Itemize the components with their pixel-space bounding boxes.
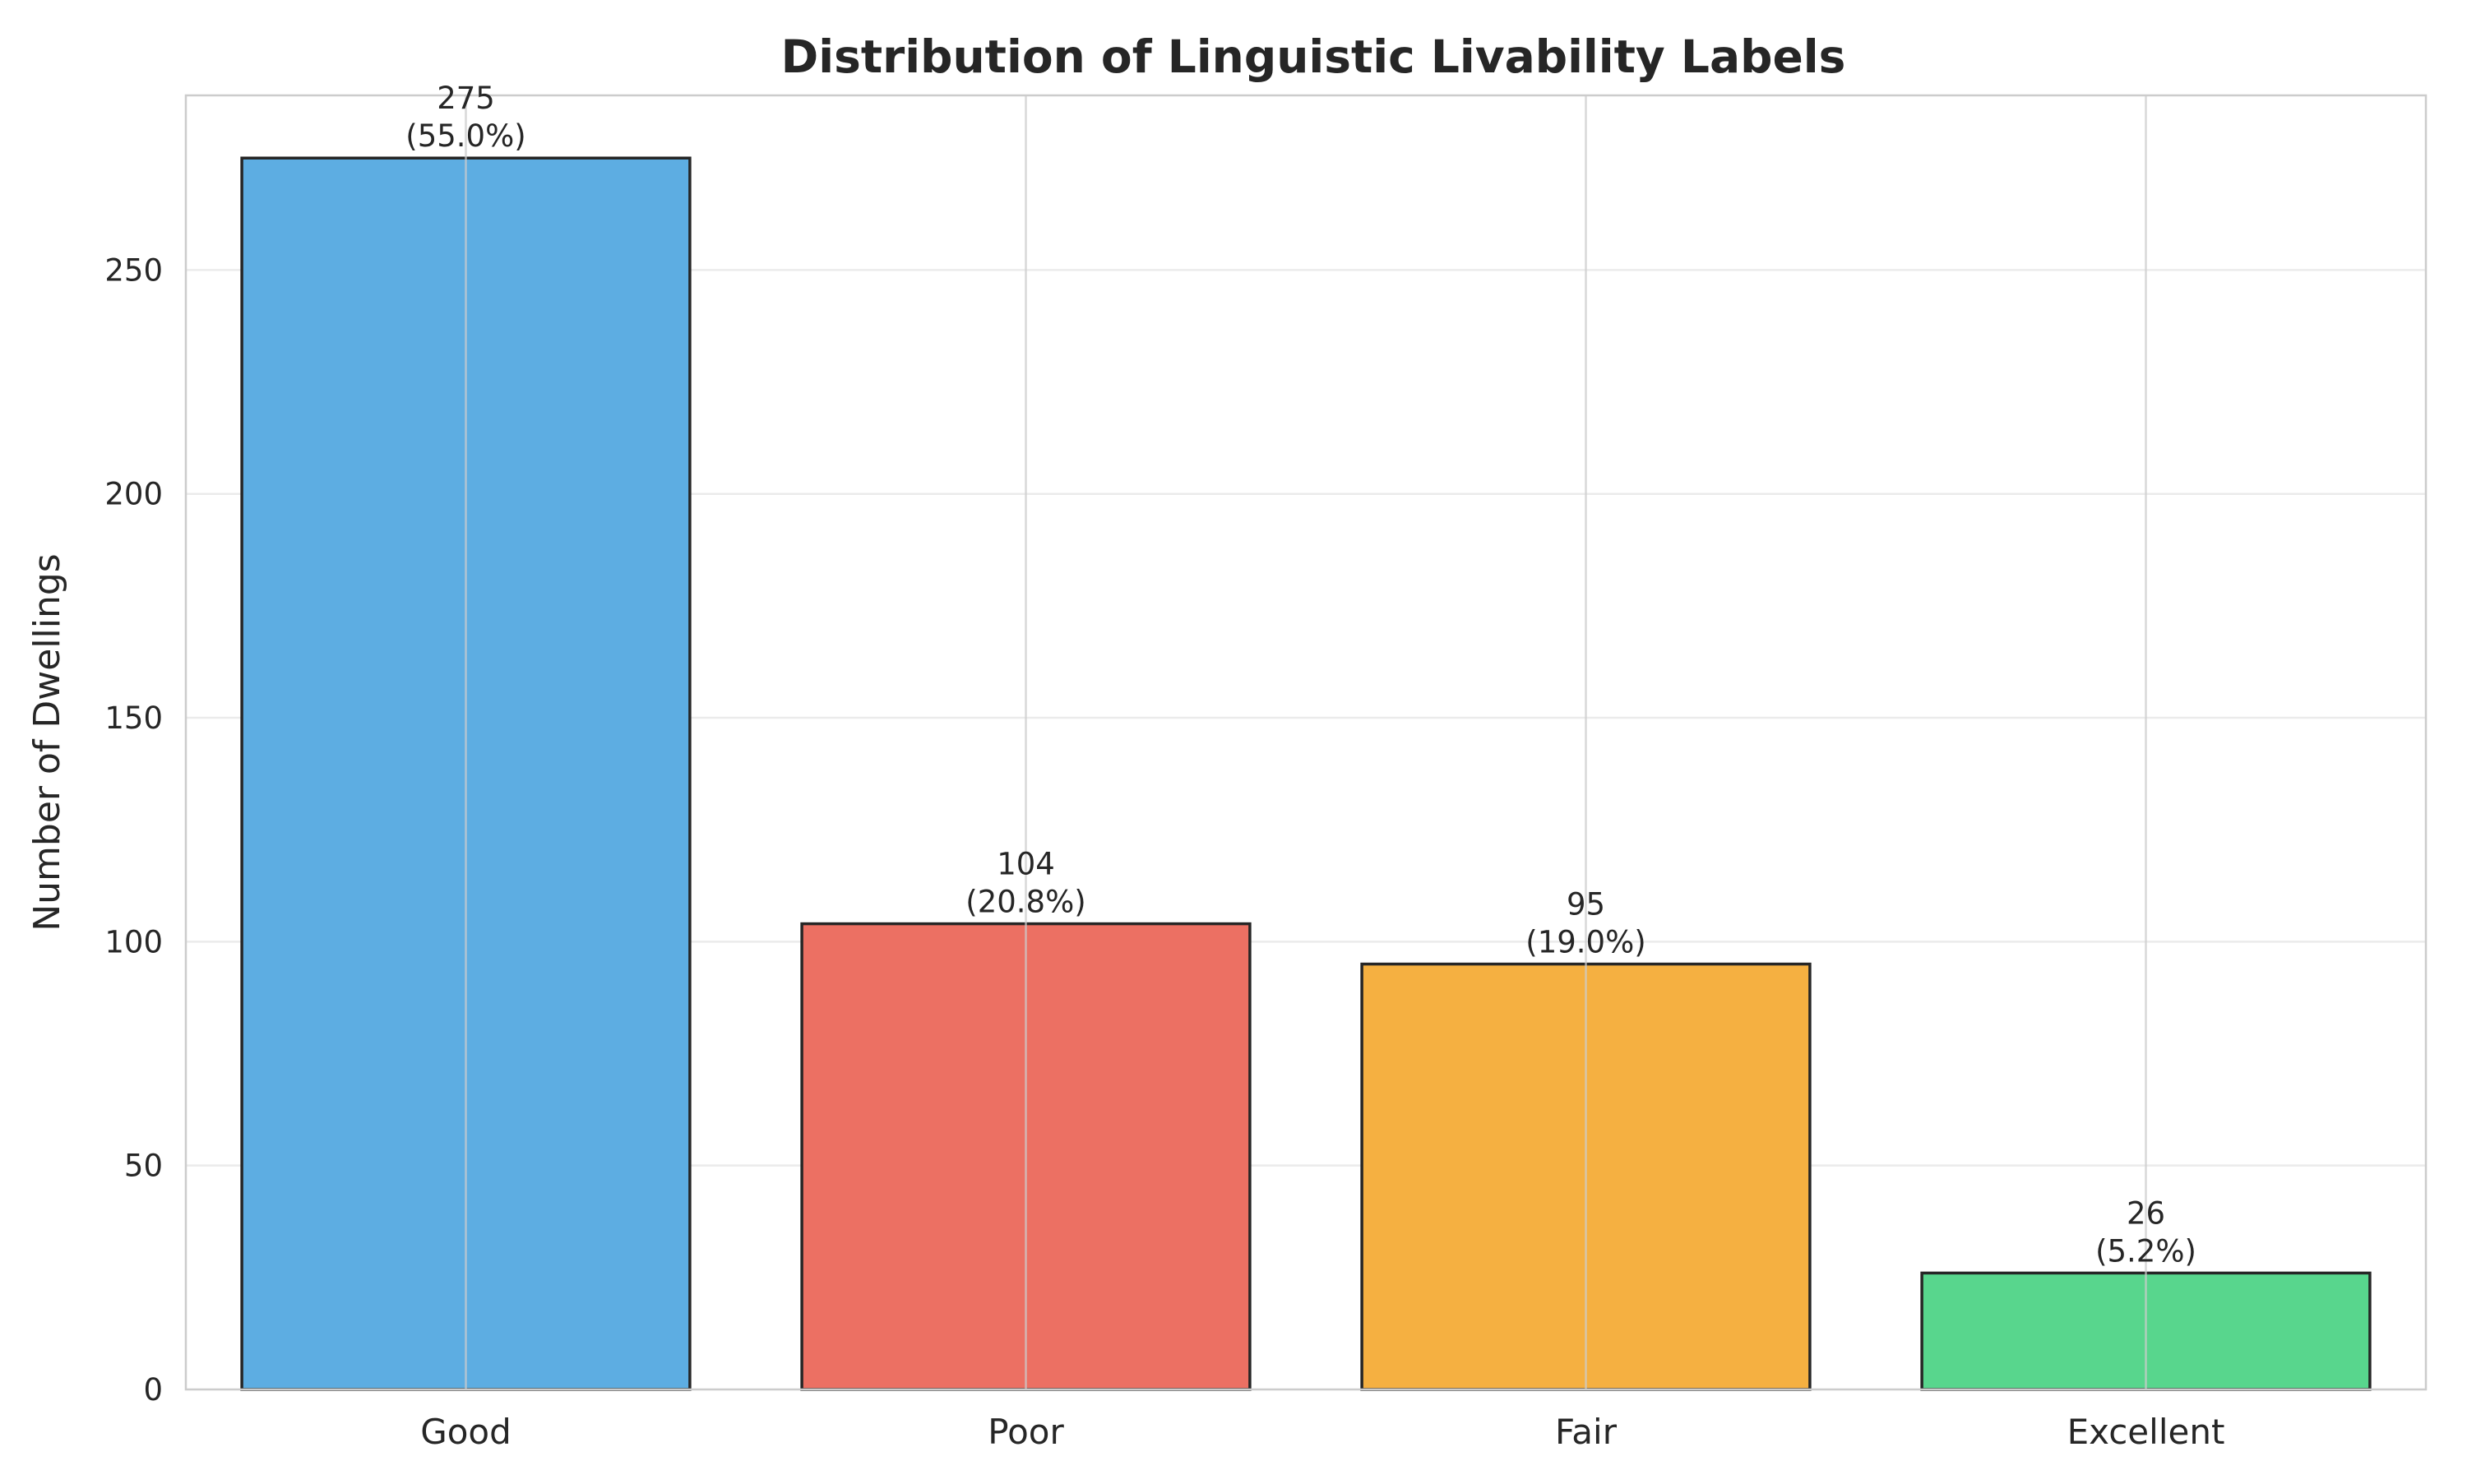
data-label-percent: (55.0%) bbox=[405, 118, 525, 154]
x-tick-labels: Good Poor Fair Excellent bbox=[420, 1412, 2224, 1452]
x-tick-label-good: Good bbox=[420, 1412, 511, 1452]
data-label-percent: (20.8%) bbox=[965, 885, 1085, 920]
x-tick-label-excellent: Excellent bbox=[2067, 1412, 2225, 1452]
y-tick-label: 150 bbox=[104, 700, 163, 736]
y-tick-label: 100 bbox=[104, 924, 163, 959]
data-label-percent: (5.2%) bbox=[2095, 1233, 2196, 1269]
y-tick-label: 50 bbox=[124, 1149, 163, 1184]
data-labels: 275(55.0%) 104(20.8%) 95(19.0%) 26(5.2%) bbox=[405, 81, 2196, 1269]
chart-title: Distribution of Linguistic Livability La… bbox=[781, 30, 1846, 83]
data-label-value: 95 bbox=[1567, 887, 1605, 922]
data-label-percent: (19.0%) bbox=[1525, 925, 1645, 960]
data-label-value: 275 bbox=[437, 81, 495, 116]
x-tick-label-poor: Poor bbox=[988, 1412, 1064, 1452]
data-label-value: 104 bbox=[997, 847, 1055, 882]
y-axis-label: Number of Dwellings bbox=[26, 553, 68, 932]
data-label-value: 26 bbox=[2127, 1195, 2165, 1231]
y-tick-labels: 0 50 100 150 200 250 bbox=[104, 252, 163, 1408]
y-tick-label: 250 bbox=[104, 252, 163, 288]
y-tick-label: 0 bbox=[143, 1372, 163, 1408]
plot-frame bbox=[184, 94, 2428, 1391]
y-tick-label: 200 bbox=[104, 477, 163, 512]
x-tick-label-fair: Fair bbox=[1555, 1412, 1618, 1452]
